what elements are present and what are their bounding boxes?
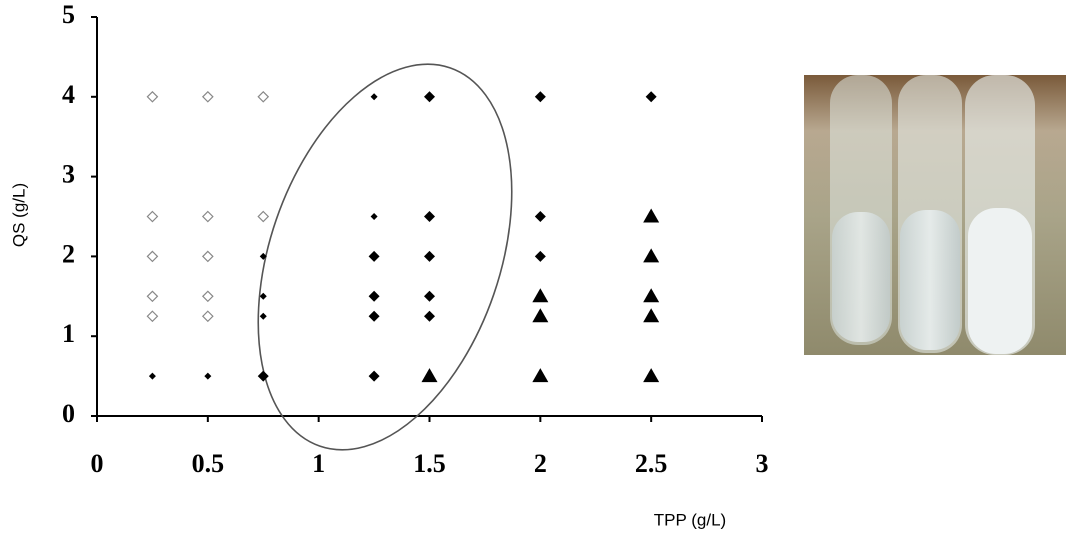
data-point xyxy=(257,210,270,223)
data-point xyxy=(259,312,267,320)
data-point xyxy=(259,292,267,300)
data-point xyxy=(201,90,214,103)
data-point xyxy=(146,90,159,103)
data-point xyxy=(368,370,380,382)
data-point xyxy=(643,208,660,223)
data-point xyxy=(201,310,214,323)
x-tick-label: 0 xyxy=(91,449,104,478)
data-point xyxy=(424,290,435,302)
data-point xyxy=(532,308,549,323)
data-point xyxy=(643,288,660,303)
data-point xyxy=(532,288,549,303)
data-point xyxy=(370,93,378,101)
data-point xyxy=(368,250,380,262)
data-point xyxy=(424,310,435,322)
region-outline xyxy=(257,63,513,451)
x-tick-label: 0.5 xyxy=(192,449,225,478)
y-tick-label: 3 xyxy=(62,160,75,189)
y-tick-label: 1 xyxy=(62,319,75,348)
data-point xyxy=(201,290,214,303)
x-tick-label: 2 xyxy=(534,449,547,478)
data-point xyxy=(257,90,270,103)
data-point xyxy=(257,370,269,382)
data-point xyxy=(146,310,159,323)
data-point xyxy=(148,372,156,380)
x-tick-label: 2.5 xyxy=(635,449,668,478)
data-point xyxy=(201,210,214,223)
y-tick-label: 2 xyxy=(62,239,75,268)
y-axis-label: QS (g/L) xyxy=(9,183,28,247)
data-point xyxy=(424,250,435,262)
data-point xyxy=(201,250,214,263)
data-point xyxy=(534,91,546,103)
data-point xyxy=(645,91,657,103)
y-tick-label: 4 xyxy=(62,80,75,109)
data-point xyxy=(259,252,267,260)
photo xyxy=(804,75,1066,355)
data-point xyxy=(532,368,549,383)
data-point xyxy=(368,310,380,322)
x-tick-label: 1.5 xyxy=(413,449,446,478)
data-point xyxy=(424,211,435,222)
data-point xyxy=(146,210,159,223)
data-point xyxy=(146,250,159,263)
x-tick-label: 1 xyxy=(312,449,325,478)
data-point xyxy=(643,308,660,323)
data-point xyxy=(146,290,159,303)
y-tick-label: 5 xyxy=(62,0,75,29)
data-point xyxy=(534,250,546,262)
y-tick-label: 0 xyxy=(62,399,75,428)
x-axis-label: TPP (g/L) xyxy=(654,510,726,529)
data-point xyxy=(534,211,546,222)
data-point xyxy=(424,91,435,103)
data-point xyxy=(368,290,380,302)
x-tick-label: 3 xyxy=(756,449,769,478)
data-point xyxy=(421,368,438,383)
data-point xyxy=(643,248,660,263)
data-point xyxy=(370,213,378,220)
data-point xyxy=(643,368,660,383)
data-point xyxy=(204,372,212,380)
